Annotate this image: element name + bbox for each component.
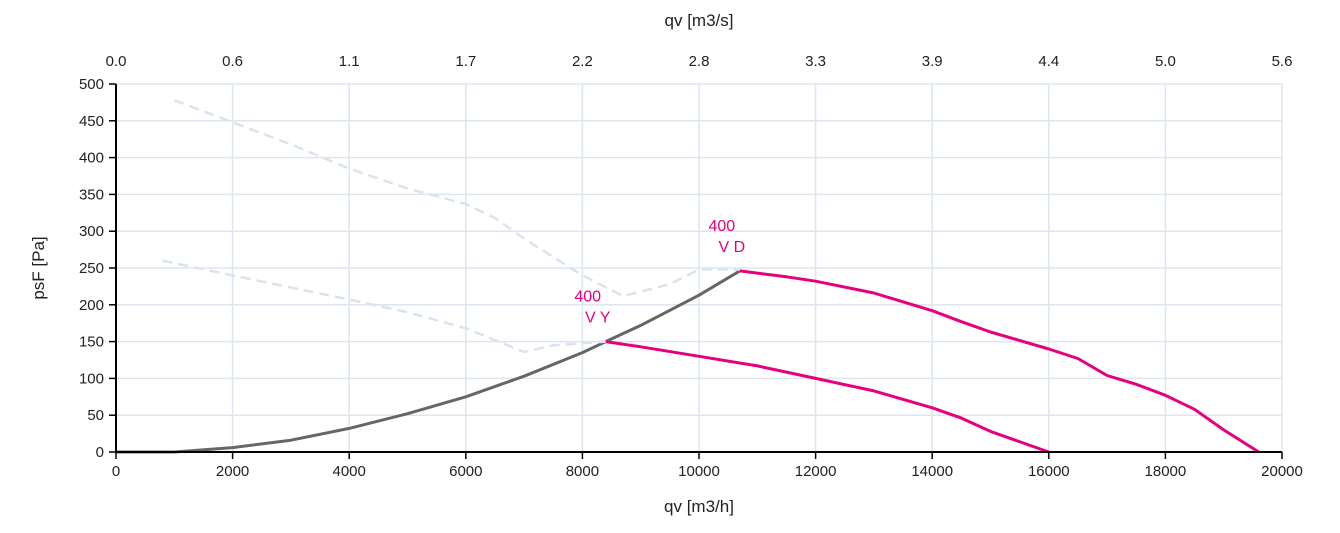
y-tick-label: 50	[87, 407, 104, 424]
x2-tick-label: 3.3	[805, 53, 826, 70]
series-400-v-d	[739, 269, 1260, 454]
x-tick-label: 18000	[1145, 463, 1187, 480]
y-tick-label: 500	[79, 76, 104, 93]
series-limit-lower	[162, 259, 606, 354]
series-system-curve	[116, 269, 741, 454]
y-tick-label: 350	[79, 186, 104, 203]
x-tick-label: 16000	[1028, 463, 1070, 480]
x2-tick-label: 1.1	[339, 53, 360, 70]
x2-tick-label: 5.6	[1272, 53, 1293, 70]
y-tick-label: 450	[79, 113, 104, 130]
x-tick-label: 20000	[1261, 463, 1303, 480]
x-axis-title: qv [m3/h]	[664, 497, 734, 516]
x2-axis-title: qv [m3/s]	[665, 11, 734, 30]
y-tick-label: 400	[79, 150, 104, 167]
x2-tick-label: 4.4	[1038, 53, 1059, 70]
x2-tick-label: 2.8	[689, 53, 710, 70]
x-tick-label: 2000	[216, 463, 249, 480]
y-tick-label: 0	[96, 444, 104, 461]
annotation-connection: V Y	[585, 310, 611, 327]
x2-tick-label: 2.2	[572, 53, 593, 70]
x-tick-label: 4000	[333, 463, 366, 480]
y-axis-title: psF [Pa]	[29, 236, 48, 299]
y-tick-label: 250	[79, 260, 104, 277]
x2-tick-label: 1.7	[455, 53, 476, 70]
x-tick-label: 14000	[911, 463, 953, 480]
x-tick-label: 8000	[566, 463, 599, 480]
x2-tick-label: 5.0	[1155, 53, 1176, 70]
x-tick-label: 12000	[795, 463, 837, 480]
y-tick-label: 200	[79, 297, 104, 314]
x2-tick-label: 0.0	[106, 53, 127, 70]
x-tick-label: 6000	[449, 463, 482, 480]
y-tick-label: 100	[79, 370, 104, 387]
y-tick-label: 300	[79, 223, 104, 240]
series-400-v-y	[605, 340, 1050, 454]
annotation-speed: 400	[574, 289, 601, 306]
x-tick-label: 10000	[678, 463, 720, 480]
annotation-speed: 400	[708, 218, 735, 235]
x-tick-label: 0	[112, 463, 120, 480]
annotation-connection: V D	[718, 239, 745, 256]
x2-tick-label: 3.9	[922, 53, 943, 70]
y-tick-label: 150	[79, 334, 104, 351]
series-limit-upper	[173, 99, 740, 298]
x2-tick-label: 0.6	[222, 53, 243, 70]
